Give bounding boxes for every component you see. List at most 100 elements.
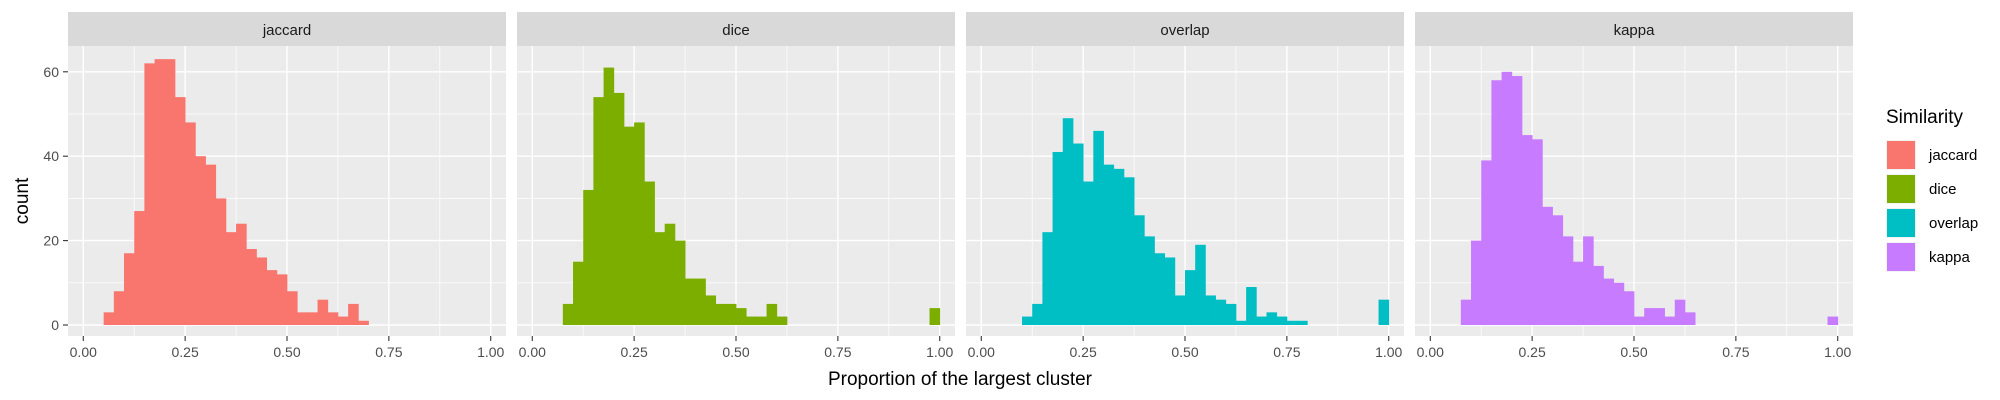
histogram-bar (236, 223, 247, 325)
legend-swatch-jaccard (1887, 141, 1915, 169)
histogram-bar (562, 303, 574, 325)
x-tick-label: 1.00 (477, 344, 504, 360)
x-tick-label: 1.00 (926, 344, 953, 360)
histogram-bar (1491, 80, 1502, 326)
histogram-bar (1623, 291, 1635, 325)
histogram-bar (1225, 303, 1237, 325)
histogram-bar (1052, 151, 1064, 325)
histogram-bar (1521, 135, 1533, 325)
histogram-bar (1235, 320, 1247, 325)
facet-panel-overlap: overlap 0.00 0.25 0.50 0.75 1.00 (966, 12, 1404, 360)
histogram-bar (1266, 312, 1278, 325)
histogram-bar (1501, 71, 1513, 325)
histogram-bar (613, 92, 625, 326)
histogram-bar (1022, 316, 1033, 325)
histogram-bar (1286, 320, 1298, 325)
histogram-bar (695, 278, 706, 325)
histogram-bar (348, 303, 359, 325)
histogram-bar (1460, 299, 1472, 325)
histogram-bar (297, 312, 308, 325)
legend-label-overlap: overlap (1929, 215, 1978, 232)
y-tick-label: 40 (43, 148, 59, 164)
legend-title: Similarity (1886, 107, 1964, 128)
x-tick-label: 0.25 (172, 344, 199, 360)
x-tick-label: 0.25 (1519, 344, 1546, 360)
histogram-bar (1144, 236, 1155, 325)
facet-strip (517, 12, 955, 46)
histogram-bar (654, 232, 666, 325)
histogram-bar (154, 59, 166, 325)
y-axis-title: count (12, 177, 33, 224)
x-tick-label: 0.00 (519, 344, 546, 360)
x-tick-label: 0.75 (824, 344, 851, 360)
histogram-bar (134, 211, 145, 325)
histogram-bar (1164, 257, 1176, 325)
histogram-bar (1103, 164, 1115, 325)
facet-panel-dice: dice 0.00 0.25 0.50 0.75 1.00 (517, 12, 955, 360)
x-axis-title: Proportion of the largest cluster (828, 369, 1093, 390)
histogram-bar (1134, 215, 1145, 325)
histogram-bar (1471, 240, 1482, 325)
x-tick-label: 0.75 (1273, 344, 1300, 360)
legend-label-kappa: kappa (1929, 249, 1971, 266)
facets: jaccard 0.00 0.25 0.50 0.75 1.00 0 20 40 60 dice 0.… (43, 12, 1853, 360)
histogram-bar (256, 257, 268, 325)
x-tick-label: 0.00 (968, 344, 995, 360)
histogram-bar (1174, 295, 1186, 325)
histogram-bar (1542, 206, 1553, 325)
histogram-bar (725, 303, 737, 325)
histogram-bar (1572, 261, 1584, 325)
histogram-bar (1511, 76, 1523, 326)
x-tick-label: 0.75 (1722, 344, 1749, 360)
facet-strip (68, 12, 506, 46)
histogram-bar (246, 249, 257, 325)
x-tick-label: 0.50 (722, 344, 749, 360)
histogram-bar (103, 312, 115, 325)
x-tick-label: 0.50 (1171, 344, 1198, 360)
histogram-bar (1552, 215, 1564, 325)
histogram-bar (664, 223, 676, 325)
histogram-bar (746, 316, 757, 325)
histogram-bar (1654, 308, 1665, 325)
histogram-bar (195, 156, 206, 325)
legend-swatch-overlap (1887, 209, 1915, 237)
x-tick-label: 0.00 (70, 344, 97, 360)
histogram-bar (1674, 299, 1686, 325)
histogram-bar (1644, 308, 1655, 325)
y-tick-label: 60 (43, 64, 59, 80)
histogram-bar (1083, 181, 1094, 325)
histogram-bar (1827, 316, 1839, 325)
legend-swatch-dice (1887, 175, 1915, 203)
histogram-bar (1276, 316, 1288, 325)
histogram-bar (705, 295, 717, 325)
histogram-bar (358, 320, 369, 325)
histogram-bar (1481, 160, 1492, 325)
histogram-bar (593, 97, 604, 326)
histogram-bar (205, 164, 217, 325)
histogram-bar (623, 126, 635, 325)
histogram-bar (174, 97, 186, 326)
histogram-bar (1123, 177, 1135, 325)
x-tick-label: 0.75 (375, 344, 402, 360)
histogram-bar (337, 316, 349, 325)
histogram-bar (1032, 303, 1043, 325)
histogram-bar (307, 312, 318, 325)
histogram-bar (1634, 316, 1645, 325)
facet-strip-label: jaccard (262, 22, 311, 39)
legend-label-jaccard: jaccard (1928, 147, 1977, 164)
histogram-bar (327, 312, 339, 325)
histogram-bar (1205, 295, 1216, 325)
histogram-bar (1042, 232, 1053, 325)
histogram-bar (144, 63, 155, 326)
facet-panel-jaccard: jaccard 0.00 0.25 0.50 0.75 1.00 0 20 40 60 (43, 12, 506, 360)
x-tick-label: 0.50 (1620, 344, 1647, 360)
histogram-bar (276, 274, 288, 325)
legend: Similarity jaccard dice overlap kappa (1886, 107, 1978, 272)
histogram-bar (1113, 168, 1125, 325)
histogram-bar (1256, 316, 1267, 325)
histogram-bar (674, 240, 686, 325)
histogram-bar (1093, 130, 1104, 325)
x-tick-label: 1.00 (1375, 344, 1402, 360)
histogram-bar (1378, 299, 1390, 325)
